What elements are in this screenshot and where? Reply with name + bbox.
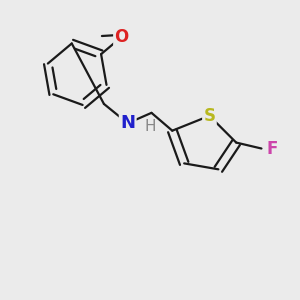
Text: H: H — [144, 119, 156, 134]
Text: F: F — [267, 140, 278, 158]
Text: S: S — [203, 107, 215, 125]
Text: O: O — [115, 28, 129, 46]
Text: N: N — [120, 114, 135, 132]
